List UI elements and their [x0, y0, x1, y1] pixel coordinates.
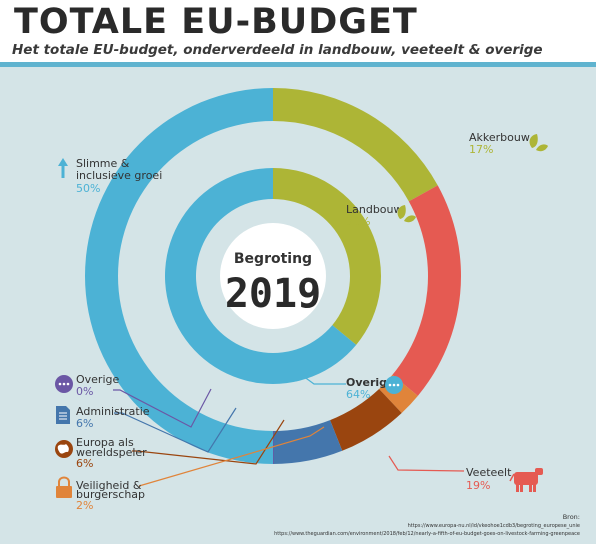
page-subtitle: Het totale EU-budget, onderverdeeld in l… — [12, 42, 543, 58]
leaf-icon — [397, 205, 416, 223]
ring-layer — [85, 88, 461, 464]
label-veeteelt-value: 19% — [466, 479, 490, 492]
lock-icon — [56, 476, 72, 498]
center-disc — [220, 223, 326, 329]
label-slimme-line2: inclusieve groei — [76, 169, 162, 182]
label-europa-value: 6% — [76, 457, 93, 470]
header: TOTALE EU-BUDGET Het totale EU-budget, o… — [0, 0, 596, 62]
label-europa-line1: Europa als — [76, 436, 134, 449]
page-title: TOTALE EU-BUDGET — [14, 2, 418, 42]
outer-segment-akkerbouw — [273, 88, 438, 202]
outer-segment-slimme-inclusieve-groei — [85, 88, 273, 464]
header-divider — [0, 62, 596, 67]
label-akkerbouw-value: 17% — [469, 143, 493, 156]
label-slimme-value: 50% — [76, 182, 100, 195]
label-administratie-name: Administratie — [76, 405, 150, 418]
outer-segment-administratie — [273, 420, 343, 464]
center-label: Begroting — [234, 251, 312, 267]
inner-segment-overige — [164, 168, 357, 384]
label-slimme-line1: Slimme & — [76, 157, 130, 170]
outer-segment-europa-als-wereldspeler — [330, 388, 402, 451]
leader-veiligheid — [138, 426, 325, 487]
dots-icon — [385, 376, 403, 394]
leader-europa — [132, 419, 285, 465]
dots-icon — [55, 375, 73, 393]
label-overige-inner-value: 64% — [346, 388, 370, 401]
document-icon — [56, 406, 70, 424]
label-veiligheid-line1: Veiligheid & — [76, 479, 142, 492]
globe-icon — [55, 440, 73, 458]
source-line2: https://www.theguardian.com/environment/… — [274, 531, 580, 537]
label-europa-line2: wereldspeler — [76, 446, 147, 459]
arrow-up-icon — [58, 158, 68, 178]
label-administratie-value: 6% — [76, 417, 93, 430]
label-veiligheid-value: 2% — [76, 499, 93, 512]
source-heading: Bron: — [563, 513, 580, 521]
label-overige-inner-name: Overige — [346, 376, 395, 389]
leaf-icon — [529, 134, 548, 152]
leader-administratie — [114, 407, 237, 453]
outer-segment-veeteelt — [392, 185, 461, 396]
label-veiligheid-line2: burgerschap — [76, 488, 145, 501]
inner-segment-landbouw — [273, 168, 381, 345]
leader-overige-inner — [302, 375, 346, 385]
center-year: 2019 — [225, 271, 321, 317]
source-line1: https://www.europa-nu.nl/id/vkeohoe1cdb3… — [408, 523, 580, 529]
label-veeteelt-name: Veeteelt — [466, 466, 512, 479]
label-akkerbouw-name: Akkerbouw — [469, 131, 530, 144]
leader-overige-outer — [113, 388, 212, 428]
leader-lines — [113, 375, 465, 487]
label-landbouw-value: 36% — [346, 215, 370, 228]
label-overige-outer-value: 0% — [76, 385, 93, 398]
leader-veeteelt — [388, 455, 465, 472]
cow-icon — [509, 468, 543, 492]
label-landbouw-name: Landbouw — [346, 203, 403, 216]
label-overige-outer-name: Overige — [76, 373, 119, 386]
